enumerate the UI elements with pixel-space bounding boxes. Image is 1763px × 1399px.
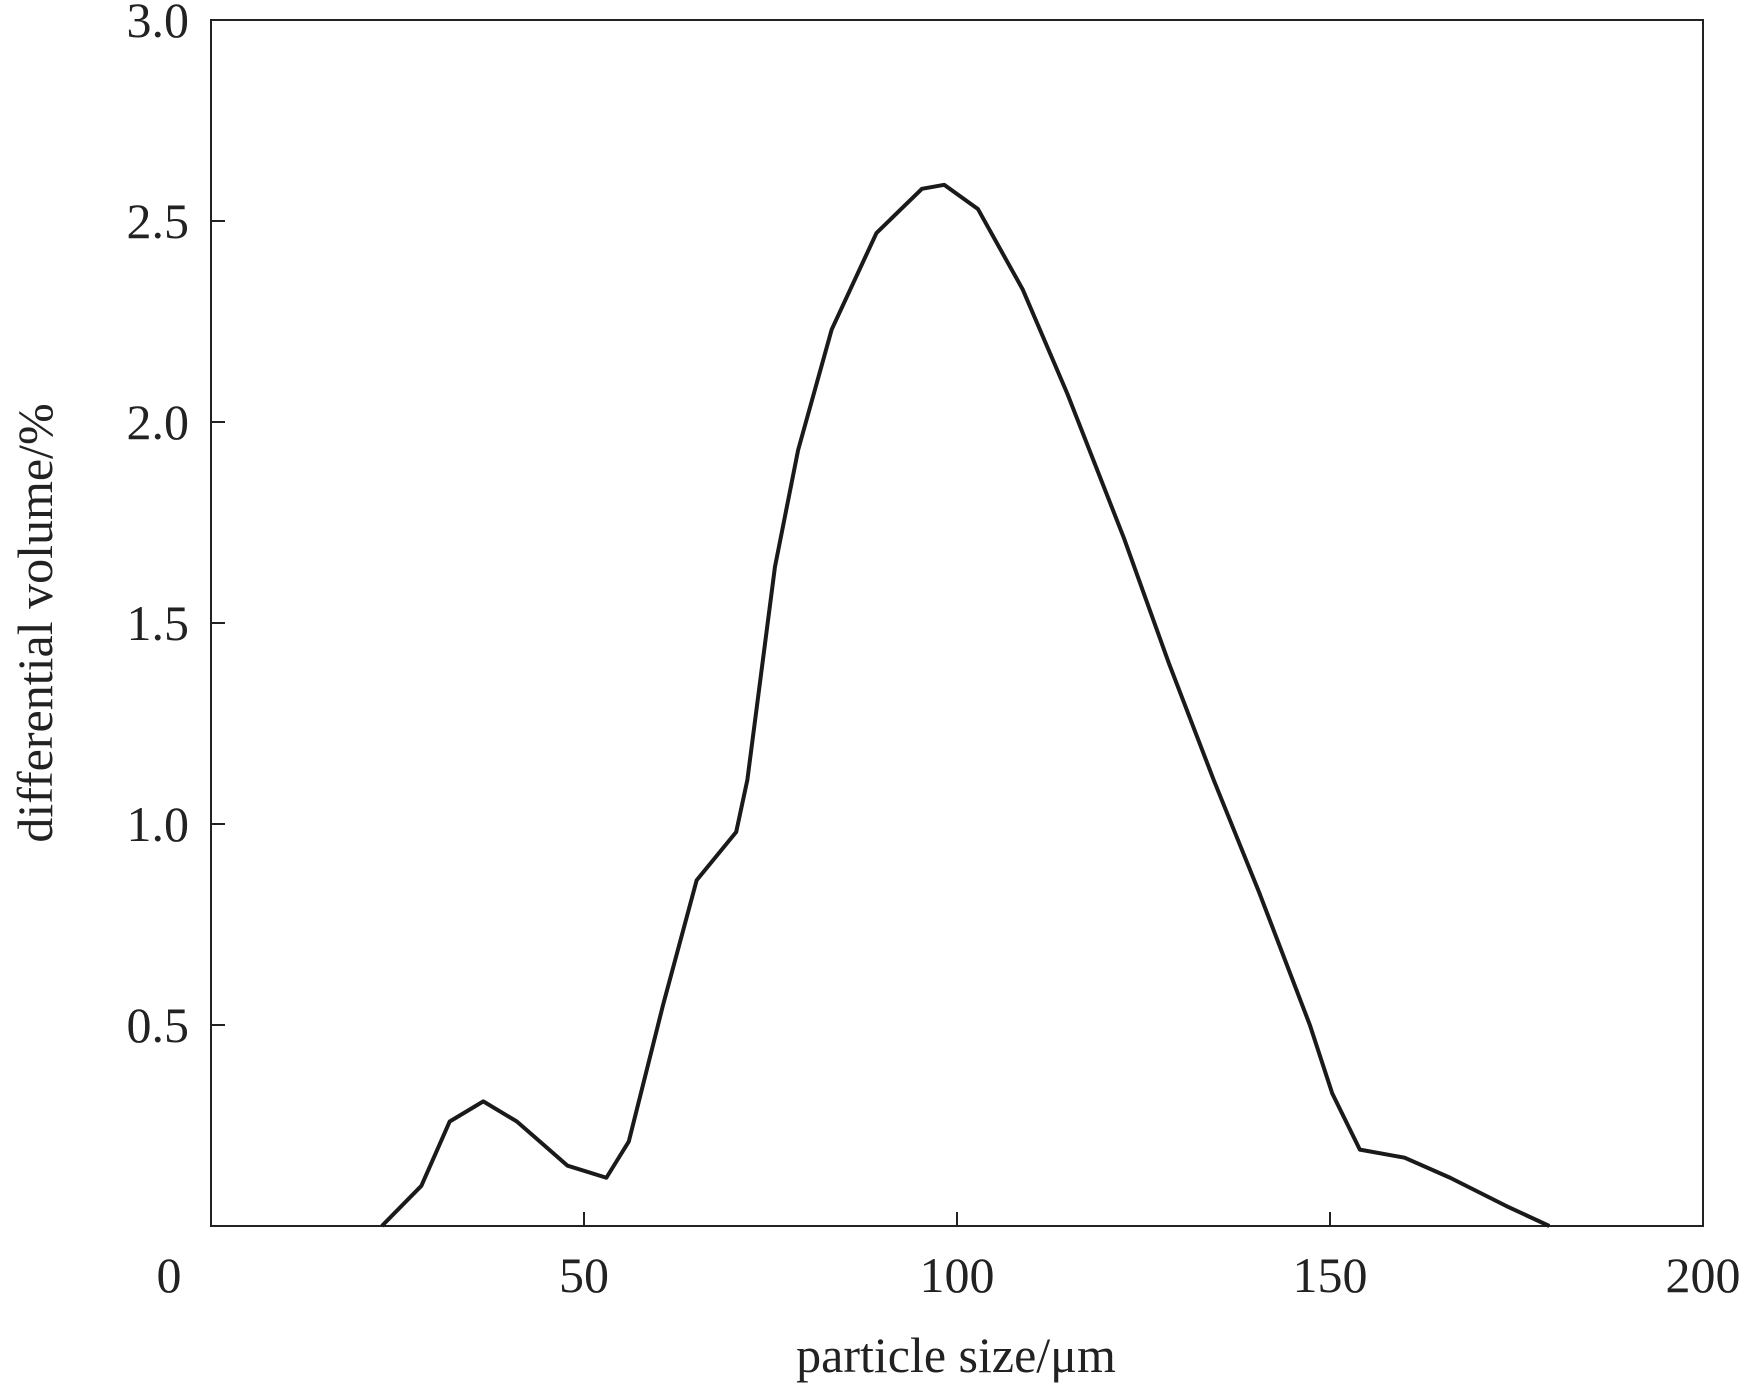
x-tick-label: 150 — [1293, 1247, 1368, 1303]
y-axis-label: differential volume/% — [7, 403, 63, 842]
y-tick-label: 1.5 — [127, 595, 190, 651]
x-tick-label: 200 — [1666, 1247, 1741, 1303]
x-tick-label: 0 — [157, 1247, 182, 1303]
y-tick-label: 0.5 — [127, 997, 190, 1053]
y-tick-label: 1.0 — [127, 796, 190, 852]
y-tick-label: 2.0 — [127, 394, 190, 450]
y-tick-label: 2.5 — [127, 193, 190, 249]
y-tick-label: 3.0 — [127, 0, 190, 48]
plot-frame — [210, 19, 1704, 1227]
x-axis-label: particle size/μm — [796, 1327, 1116, 1383]
x-tick-label: 100 — [920, 1247, 995, 1303]
data-line — [380, 182, 1551, 1228]
x-tick-label: 50 — [559, 1247, 609, 1303]
